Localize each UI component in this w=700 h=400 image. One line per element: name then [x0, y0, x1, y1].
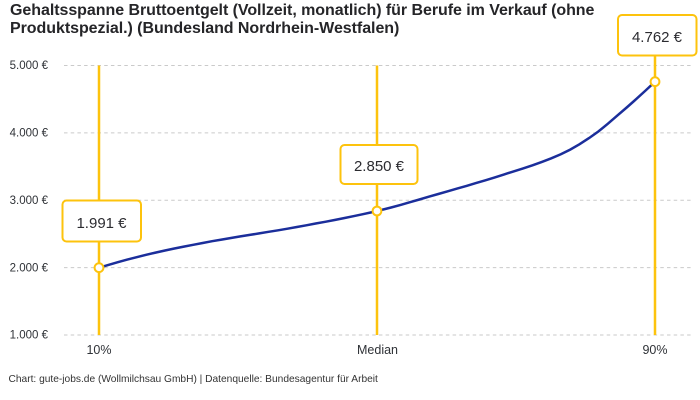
svg-text:Chart: gute-jobs.de (Wollmilch: Chart: gute-jobs.de (Wollmilchsau GmbH) … [9, 374, 379, 385]
svg-text:90%: 90% [642, 343, 667, 357]
svg-text:10%: 10% [86, 343, 111, 357]
svg-text:1.000 €: 1.000 € [10, 330, 49, 342]
svg-text:2.850 €: 2.850 € [354, 158, 405, 175]
svg-text:4.762 €: 4.762 € [632, 29, 683, 46]
svg-text:2.000 €: 2.000 € [10, 262, 49, 274]
svg-text:Median: Median [357, 343, 398, 357]
svg-text:3.000 €: 3.000 € [10, 195, 49, 207]
svg-text:5.000 €: 5.000 € [10, 60, 49, 72]
svg-text:4.000 €: 4.000 € [10, 128, 49, 140]
svg-text:1.991 €: 1.991 € [76, 215, 127, 232]
